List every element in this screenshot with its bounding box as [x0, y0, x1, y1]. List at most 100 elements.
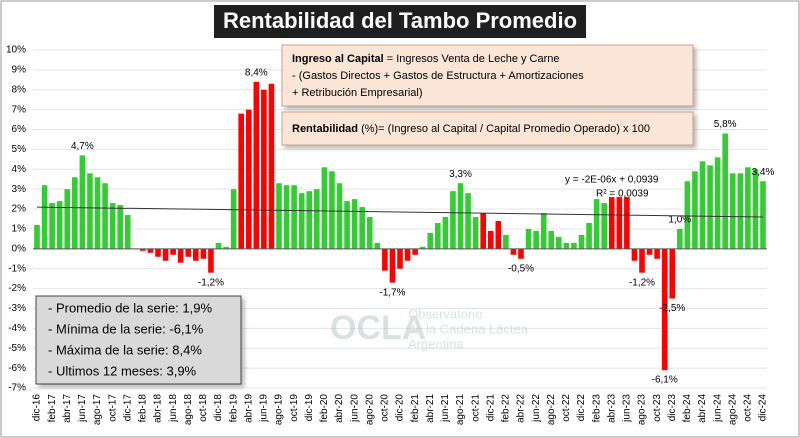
x-tick-label: ago-19 [274, 394, 285, 426]
x-tick-label: feb-21 [410, 394, 421, 423]
stats-line: - Mínima de la serie: -6,1% [48, 321, 204, 336]
bar [593, 199, 600, 249]
bar [56, 201, 63, 249]
y-tick-label: -1% [8, 263, 26, 274]
x-tick-label: abr-19 [243, 394, 254, 423]
value-label: -2,5% [659, 303, 685, 314]
bar [669, 248, 676, 299]
bar [298, 193, 305, 249]
bar [510, 248, 517, 255]
rent-box [281, 111, 694, 146]
bar [397, 248, 403, 269]
bar [238, 113, 244, 249]
bar [525, 228, 532, 249]
bar [124, 215, 131, 249]
bar [276, 183, 282, 249]
x-tick-label: dic-20 [395, 394, 406, 422]
bar [109, 203, 116, 249]
bar [185, 248, 192, 257]
stats-line: - Máxima de la serie: 8,4% [48, 342, 202, 357]
value-label: 3,4% [752, 167, 775, 178]
bar [117, 205, 123, 249]
y-tick-label: 2% [12, 204, 27, 215]
value-label: -6,1% [652, 375, 678, 386]
y-tick-label: 3% [12, 184, 27, 195]
bar [760, 181, 766, 249]
x-tick-label: abr-20 [334, 394, 345, 423]
bar [200, 248, 207, 259]
bar [586, 222, 592, 249]
bar [359, 207, 365, 249]
bar [230, 189, 237, 249]
bar [253, 81, 260, 249]
bar [329, 171, 335, 249]
bar [314, 189, 320, 249]
x-tick-label: abr-22 [516, 394, 527, 423]
x-tick-label: abr-18 [153, 394, 164, 423]
x-tick-label: feb-19 [228, 394, 239, 423]
trendline [36, 206, 764, 218]
bar [283, 185, 290, 249]
bar [639, 248, 645, 273]
x-tick-label: dic-24 [758, 394, 769, 422]
bar [465, 193, 471, 249]
bar [737, 173, 744, 249]
formula-line: - (Gastos Directos + Gastos de Estructur… [292, 70, 584, 82]
bar [548, 230, 555, 249]
bar [533, 230, 539, 249]
x-tick-label: ago-21 [455, 394, 466, 426]
bar [382, 248, 388, 271]
value-label: 8,4% [245, 67, 268, 78]
formula-line: Ingreso al Capital = Ingresos Venta de L… [292, 53, 560, 65]
x-tick-label: abr-17 [62, 394, 73, 423]
x-tick-label: oct-17 [107, 394, 118, 422]
bar [49, 203, 55, 249]
bar [578, 234, 585, 249]
bar [480, 213, 486, 249]
x-tick-label: dic-23 [667, 394, 678, 422]
bar [571, 242, 577, 249]
y-tick-label: 10% [6, 45, 26, 56]
bar [692, 171, 698, 249]
x-tick-label: abr-24 [697, 394, 708, 423]
bar [540, 213, 547, 249]
value-label: -1,2% [629, 277, 655, 288]
x-tick-label: jun-23 [622, 394, 633, 423]
y-tick-label: 1% [12, 224, 27, 235]
x-tick-label: feb-18 [138, 394, 149, 423]
bar [321, 167, 328, 249]
value-label: 1,0% [668, 215, 691, 226]
bar [336, 183, 343, 249]
chart-title: Rentabilidad del Tambo Promedio [223, 8, 577, 33]
x-tick-label: oct-24 [743, 394, 754, 422]
y-tick-label: -7% [8, 383, 26, 394]
stats-box [35, 295, 242, 385]
bar [435, 222, 441, 249]
bar [745, 167, 751, 249]
x-tick-label: ago-23 [637, 394, 648, 426]
x-tick-label: feb-23 [591, 394, 602, 423]
bar [193, 248, 199, 261]
x-tick-label: oct-19 [289, 394, 300, 422]
bar [41, 185, 48, 249]
value-label: 5,8% [714, 119, 737, 130]
x-tick-label: dic-16 [32, 394, 43, 422]
y-tick-label: 7% [12, 104, 27, 115]
value-label: 3,3% [449, 169, 472, 180]
bar [87, 173, 93, 249]
bar [616, 197, 623, 249]
bar [608, 197, 615, 249]
bar [450, 191, 456, 249]
value-label: 4,7% [71, 141, 94, 152]
bar [177, 248, 184, 263]
x-tick-label: oct-18 [198, 394, 209, 422]
bar [72, 177, 78, 249]
y-tick-label: -2% [8, 283, 26, 294]
bar [155, 248, 161, 257]
x-tick-label: jun-20 [349, 394, 360, 423]
x-tick-label: feb-20 [319, 394, 330, 423]
y-tick-label: 5% [12, 144, 27, 155]
bar [102, 183, 108, 249]
y-tick-label: 0% [12, 243, 27, 254]
bar [79, 155, 86, 249]
